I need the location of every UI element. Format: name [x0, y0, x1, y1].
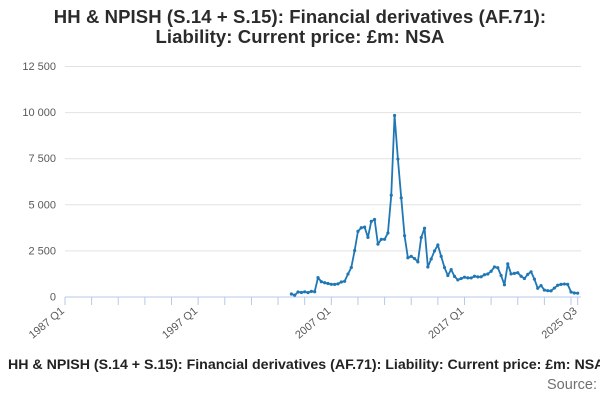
svg-text:12 500: 12 500: [22, 61, 56, 73]
svg-text:7 500: 7 500: [28, 153, 56, 165]
svg-text:2025 Q3: 2025 Q3: [540, 305, 580, 341]
svg-text:10 000: 10 000: [22, 107, 56, 119]
svg-text:0: 0: [50, 292, 56, 304]
svg-text:1997 Q1: 1997 Q1: [160, 305, 200, 341]
svg-text:1987 Q1: 1987 Q1: [27, 305, 67, 341]
svg-text:5 000: 5 000: [28, 199, 56, 211]
svg-text:2007 Q1: 2007 Q1: [293, 305, 333, 341]
svg-text:2 500: 2 500: [28, 245, 56, 257]
svg-text:2017 Q1: 2017 Q1: [426, 305, 466, 341]
